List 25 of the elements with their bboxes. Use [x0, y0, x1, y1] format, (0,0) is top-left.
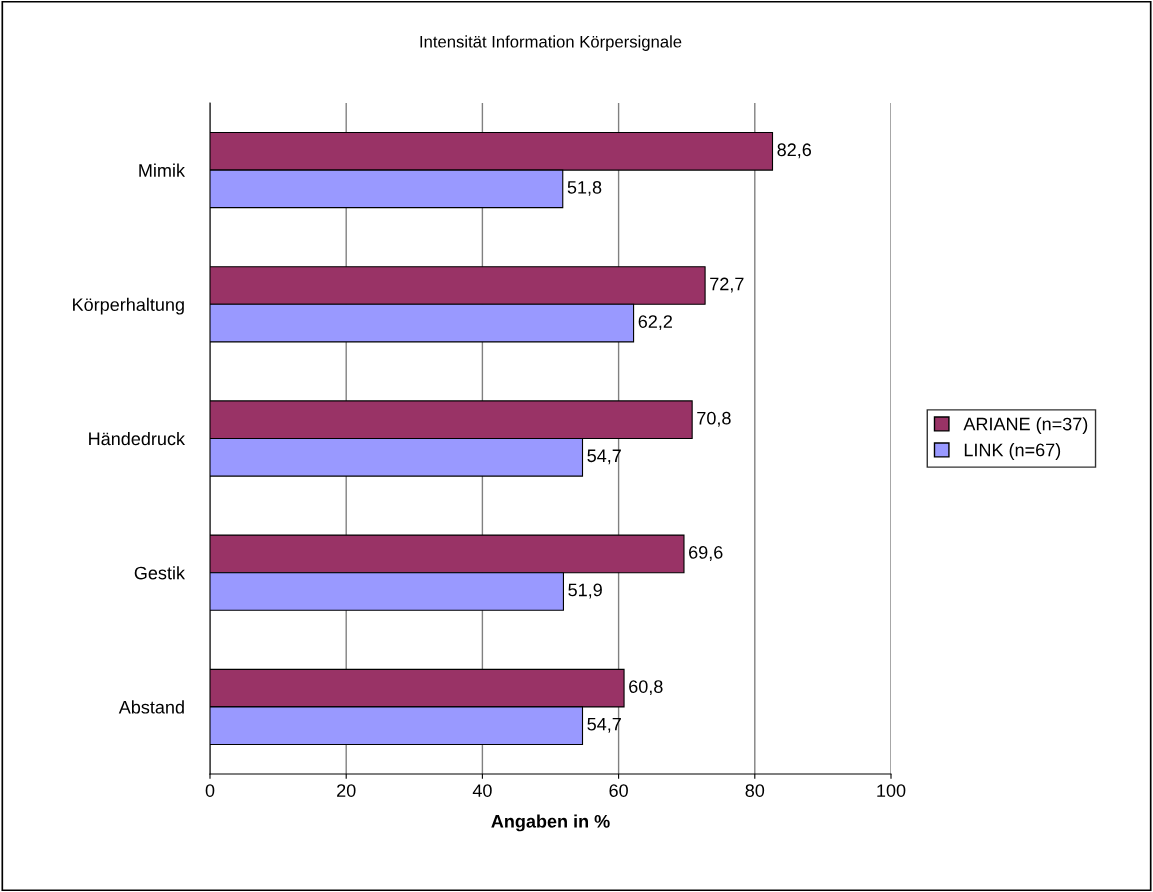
data-label: 72,7 — [710, 277, 744, 293]
chart-title: Intensität Information Körpersignale — [420, 35, 682, 51]
y-tick-label: Gestik — [134, 566, 186, 580]
data-label: 69,6 — [689, 545, 723, 561]
y-tick-label: Händedruck — [89, 431, 186, 446]
data-label: 54,7 — [587, 717, 621, 733]
y-tick-label: Mimik — [139, 163, 186, 177]
data-label: 70,8 — [697, 411, 731, 427]
data-label: 51,8 — [567, 180, 602, 196]
legend-label: ARIANE (n=37) — [963, 417, 1088, 434]
data-label: 82,6 — [777, 143, 812, 159]
x-axis-title: Angaben in % — [491, 814, 610, 832]
x-tick-label: 40 — [472, 784, 492, 797]
legend-label: LINK (n=67) — [964, 443, 1061, 460]
x-tick-label: 80 — [745, 784, 765, 797]
data-label: 54,7 — [587, 449, 621, 465]
y-tick-label: Körperhaltung — [73, 297, 184, 315]
x-tick-label: 0 — [205, 784, 215, 797]
x-tick-label: 20 — [337, 784, 356, 797]
data-label: 51,9 — [568, 583, 602, 599]
y-tick-label: Abstand — [118, 700, 184, 714]
data-label: 62,2 — [638, 315, 672, 331]
data-label: 60,8 — [629, 680, 663, 696]
x-tick-label: 60 — [609, 784, 628, 797]
x-tick-label: 100 — [877, 784, 906, 797]
